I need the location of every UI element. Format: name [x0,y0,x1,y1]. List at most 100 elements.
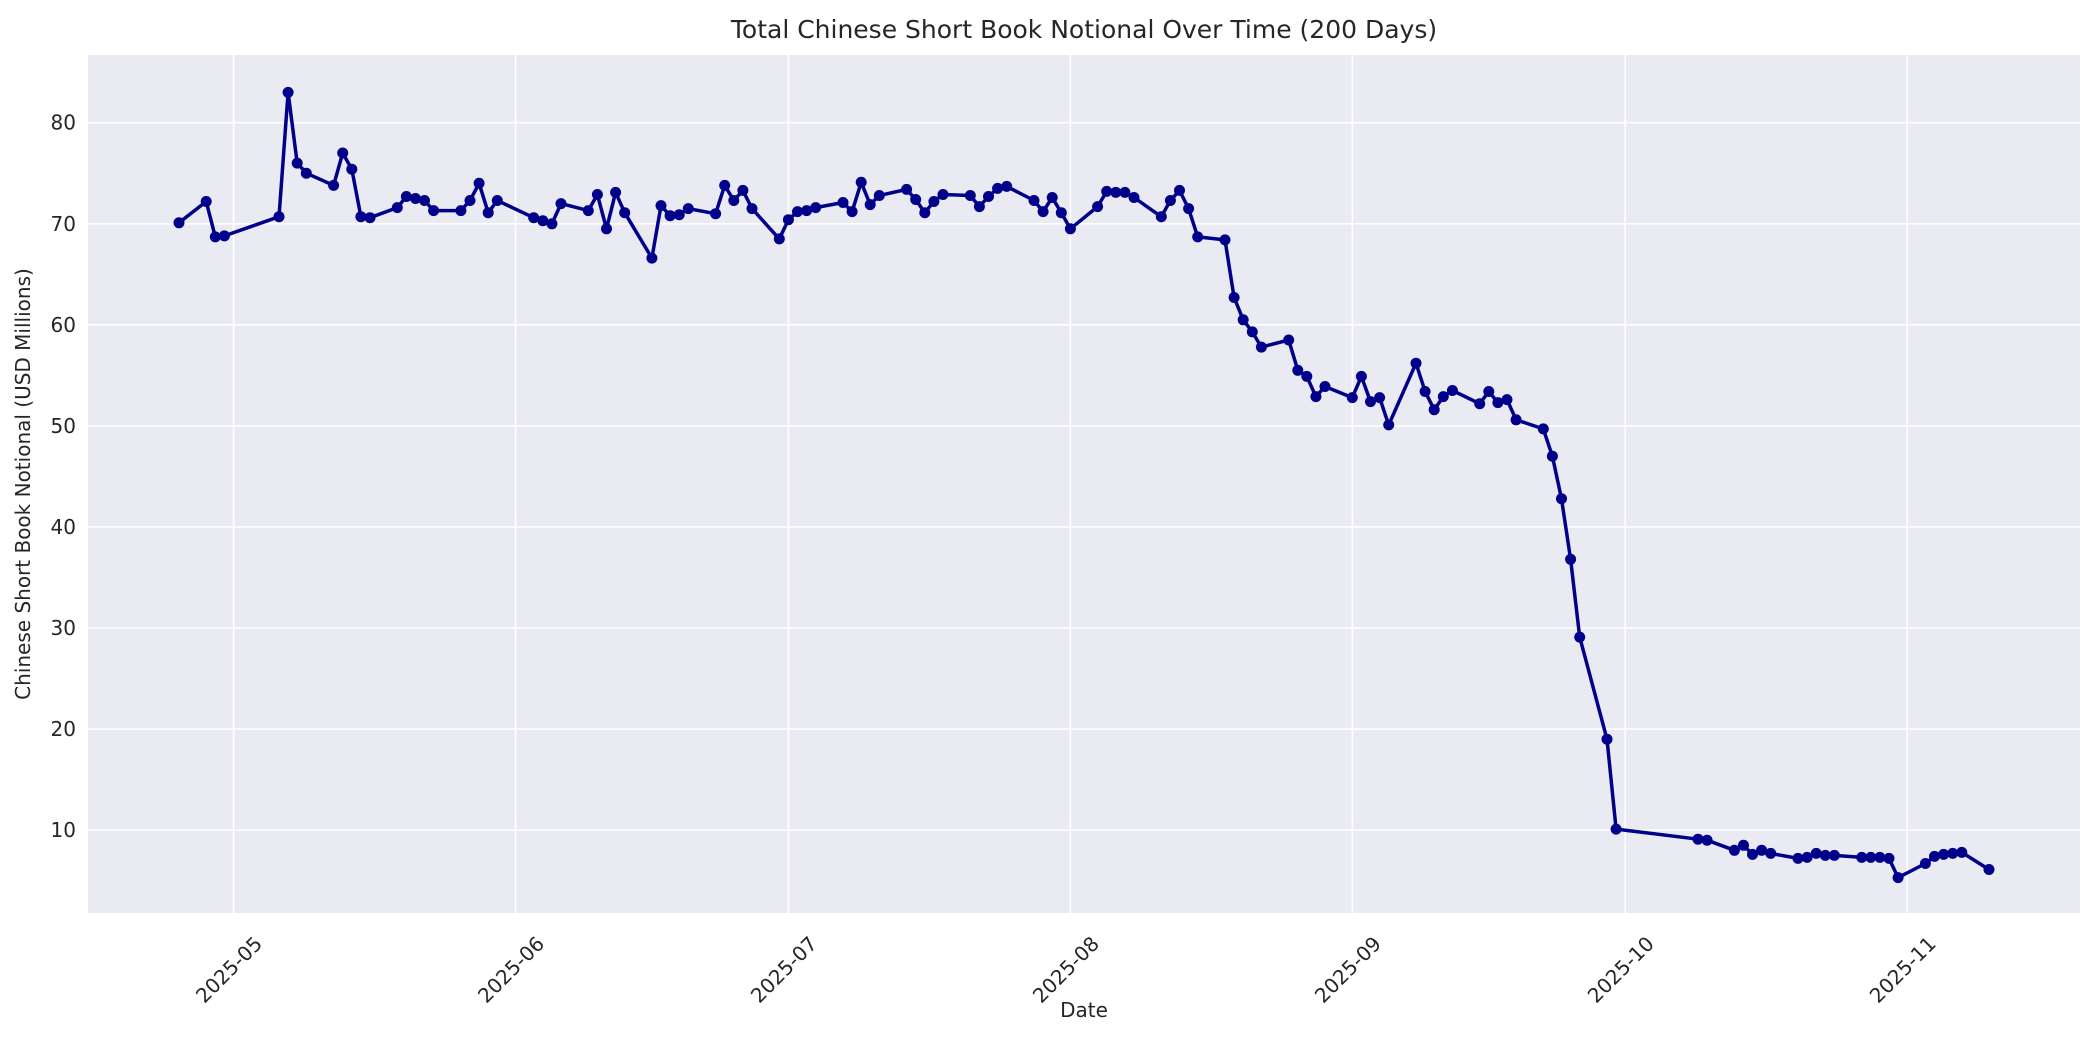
data-point-marker [1037,206,1049,218]
data-point-marker [792,206,803,218]
data-point-marker [1692,833,1704,845]
data-point-marker [1474,398,1486,410]
data-point-marker [992,182,1004,194]
y-tick-label: 70 [51,212,76,236]
data-point-marker [555,198,567,210]
data-point-marker [1810,847,1822,859]
data-point-marker [1101,185,1113,197]
x-tick-label: 2025-07 [746,932,822,1008]
data-point-marker [682,203,694,215]
data-point-marker [582,205,594,217]
data-point-marker [1001,180,1013,192]
data-point-marker [1537,423,1549,435]
data-point-marker [801,205,813,217]
data-point-marker [619,207,631,219]
y-tick-label: 80 [51,111,76,135]
data-point-marker [1792,852,1804,864]
data-point-marker [1601,733,1613,745]
data-point-marker [1492,397,1504,409]
data-point-marker [1947,847,1959,859]
data-point-marker [400,191,412,202]
data-point-marker [1055,207,1067,219]
data-point-marker [546,218,558,230]
data-point-marker [1355,370,1367,382]
data-point-marker [1046,192,1058,203]
data-point-marker [919,207,931,219]
data-point-marker [300,167,312,179]
data-point-marker [1701,834,1713,846]
y-tick-label: 60 [51,313,76,337]
data-point-marker [901,183,913,195]
data-point-marker [1164,195,1176,206]
data-point-marker [173,217,185,229]
data-point-marker [864,199,876,211]
data-point-marker [1883,852,1895,864]
x-tick-label: 2025-10 [1583,932,1659,1008]
data-point-marker [1728,844,1740,856]
data-point-marker [1919,858,1931,869]
data-point-marker [1119,186,1131,198]
data-point-marker [482,207,494,219]
y-tick-label: 20 [51,717,76,741]
data-point-marker [728,195,740,206]
data-point-marker [655,200,667,212]
data-point-marker [1747,848,1758,860]
data-point-marker [910,194,922,205]
data-point-marker [937,189,949,200]
x-axis-label: Date [1060,998,1108,1022]
data-point-marker [983,191,994,202]
data-point-marker [355,211,367,223]
gridlines [88,55,2080,913]
data-point-marker [1365,396,1376,408]
data-point-marker [928,196,940,207]
data-point-marker [1192,231,1204,243]
data-point-marker [782,214,794,226]
data-point-marker [664,210,676,222]
y-tick-label: 10 [51,818,76,842]
chart-title: Total Chinese Short Book Notional Over T… [730,15,1437,44]
data-point-marker [1228,292,1240,303]
data-point-marker [291,157,303,169]
data-point-marker [646,252,658,264]
data-point-marker [364,212,376,224]
data-point-marker [1446,385,1458,396]
data-point-marker [973,201,985,213]
y-axis-ticks: 10 20 30 40 50 60 70 80 [51,111,76,842]
data-point-marker [1892,872,1904,884]
data-point-marker [1765,847,1777,859]
x-tick-label: 2025-09 [1310,932,1386,1008]
data-point-marker [1310,391,1322,403]
data-point-marker [1410,357,1422,369]
data-point-marker [1237,314,1249,326]
data-point-marker [1483,386,1495,397]
data-point-marker [419,195,430,206]
data-point-marker [737,184,749,196]
data-point-marker [1219,234,1231,246]
plot-area [88,55,2080,913]
data-point-marker [710,208,722,220]
data-point-marker [846,206,858,218]
data-point-marker [528,212,540,224]
data-series [173,86,1995,884]
data-point-marker [1556,493,1567,505]
data-point-marker [719,179,731,191]
data-point-marker [1865,851,1877,863]
data-point-marker [1610,823,1622,835]
data-point-marker [1956,846,1968,858]
data-point-marker [873,190,885,201]
data-point-marker [601,223,612,235]
data-point-marker [1510,414,1522,426]
data-point-marker [1028,195,1040,206]
data-point-marker [1738,839,1749,851]
y-tick-label: 30 [51,616,76,640]
data-point-marker [1092,201,1104,213]
data-point-marker [773,233,785,245]
data-point-marker [200,196,212,207]
data-point-marker [273,211,285,223]
data-point-marker [455,205,467,217]
data-point-marker [673,209,685,221]
data-point-marker [1983,864,1995,875]
data-point-marker [1819,849,1831,861]
